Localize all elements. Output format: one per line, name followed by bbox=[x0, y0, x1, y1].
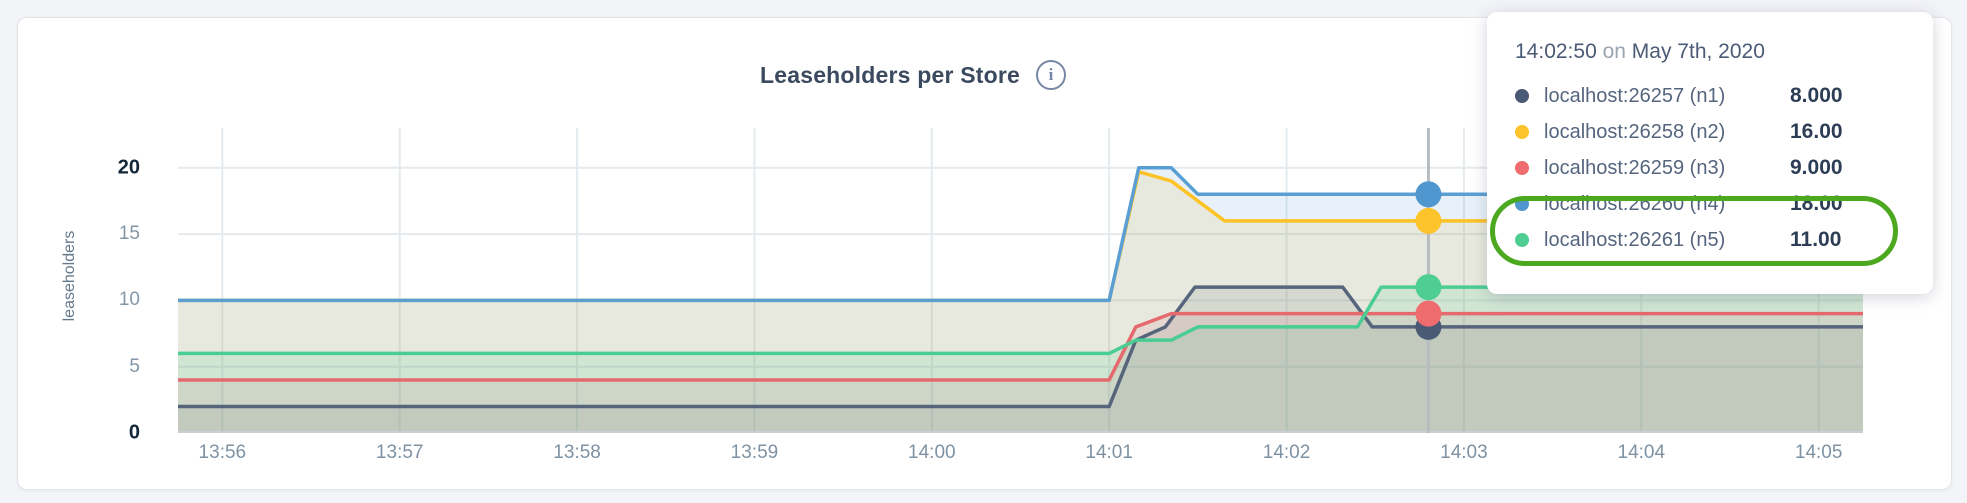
series-line[interactable] bbox=[178, 166, 1863, 303]
series-area bbox=[178, 167, 1863, 433]
y-tick-10: 10 bbox=[118, 289, 140, 311]
series-name: localhost:26261 (n5) bbox=[1544, 228, 1726, 251]
x-tick-1402: 14:02 bbox=[1262, 442, 1311, 463]
tooltip-row-n2: localhost:26258 (n2) 16.00 bbox=[1515, 114, 1905, 150]
x-tick-1400: 14:00 bbox=[908, 442, 956, 463]
series-value: 9.000 bbox=[1790, 156, 1843, 179]
series-name: localhost:26257 (n1) bbox=[1544, 84, 1726, 107]
x-tick-1357: 13:57 bbox=[375, 442, 424, 463]
y-axis-title: leaseholders bbox=[61, 230, 78, 322]
tooltip-series-list: localhost:26257 (n1) 8.000 localhost:26258… bbox=[1515, 78, 1905, 258]
hover-marker bbox=[1415, 274, 1442, 301]
series-color-dot bbox=[1515, 125, 1529, 139]
hover-marker bbox=[1415, 207, 1442, 234]
x-tick-1359: 13:59 bbox=[730, 442, 779, 463]
series-color-dot bbox=[1515, 197, 1529, 211]
series-color-dot bbox=[1515, 89, 1529, 103]
tooltip-row-n3: localhost:26259 (n3) 9.000 bbox=[1515, 150, 1905, 186]
y-axis-ticks: 0 5 10 15 20 bbox=[78, 128, 158, 443]
chart-plot-area[interactable] bbox=[178, 128, 1863, 433]
series-value: 11.00 bbox=[1790, 228, 1842, 251]
hover-tooltip: 14:02:50 on May 7th, 2020 localhost:2625… bbox=[1487, 12, 1933, 294]
hover-marker bbox=[1415, 181, 1442, 208]
y-tick-5: 5 bbox=[129, 355, 140, 377]
info-icon[interactable]: i bbox=[1036, 60, 1067, 90]
series-area bbox=[178, 287, 1863, 433]
tooltip-row-n4: localhost:26260 (n4) 18.00 bbox=[1515, 186, 1905, 222]
x-tick-1405: 14:05 bbox=[1794, 442, 1843, 463]
series-name: localhost:26260 (n4) bbox=[1544, 192, 1726, 215]
chart-title: Leaseholders per Store bbox=[759, 61, 1021, 88]
tooltip-time: 14:02:50 bbox=[1515, 40, 1597, 63]
x-axis-ticks: 13:56 13:57 13:58 13:59 14:00 14:01 14:02 14:03… bbox=[178, 442, 1863, 472]
series-line[interactable] bbox=[178, 285, 1863, 356]
tooltip-row-n1: localhost:26257 (n1) 8.000 bbox=[1515, 78, 1905, 114]
series-line[interactable] bbox=[178, 311, 1863, 382]
tooltip-timestamp: 14:02:50 on May 7th, 2020 bbox=[1515, 40, 1905, 78]
tooltip-row-n5: localhost:26261 (n5) 11.00 bbox=[1515, 222, 1905, 258]
tooltip-date: May 7th, 2020 bbox=[1631, 40, 1765, 63]
y-tick-15: 15 bbox=[118, 223, 140, 245]
series-area bbox=[178, 313, 1863, 433]
hover-marker bbox=[1415, 300, 1442, 327]
series-line[interactable] bbox=[178, 285, 1863, 409]
x-tick-1404: 14:04 bbox=[1617, 442, 1666, 463]
tooltip-conjunction: on bbox=[1602, 40, 1626, 63]
series-name: localhost:26259 (n3) bbox=[1544, 156, 1726, 179]
y-tick-20: 20 bbox=[117, 156, 140, 179]
x-tick-1403: 14:03 bbox=[1440, 442, 1488, 463]
series-area bbox=[178, 287, 1863, 433]
series-name: localhost:26258 (n2) bbox=[1544, 120, 1726, 143]
chart-header: Leaseholders per Store i bbox=[18, 60, 1808, 90]
leaseholders-chart[interactable] bbox=[178, 128, 1863, 433]
series-color-dot bbox=[1515, 161, 1529, 175]
x-tick-1358: 13:58 bbox=[553, 442, 601, 463]
series-area bbox=[178, 171, 1863, 433]
series-value: 18.00 bbox=[1790, 192, 1843, 215]
x-tick-1356: 13:56 bbox=[198, 442, 247, 463]
series-value: 8.000 bbox=[1790, 84, 1843, 107]
series-color-dot bbox=[1515, 233, 1529, 247]
y-tick-0: 0 bbox=[128, 421, 140, 444]
series-value: 16.00 bbox=[1790, 120, 1843, 143]
x-tick-1401: 14:01 bbox=[1085, 442, 1133, 463]
